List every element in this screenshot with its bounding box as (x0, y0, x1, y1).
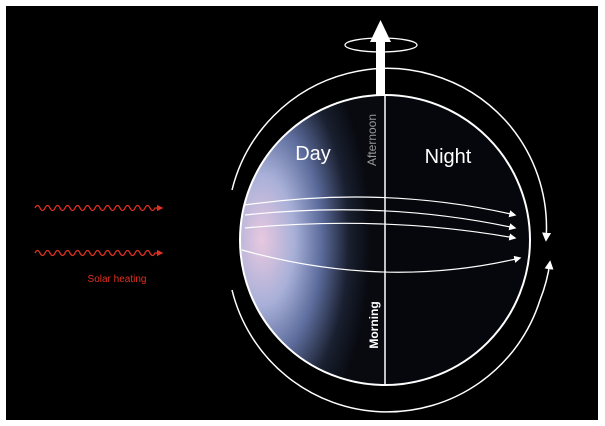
morning-label: Morning (367, 301, 381, 348)
afternoon-label: Afternoon (365, 114, 379, 166)
page: Day Night Afternoon Morning Solar heatin… (0, 0, 605, 426)
axis-arrow (376, 40, 385, 95)
solar-heating-label: Solar heating (88, 274, 147, 285)
night-label: Night (425, 146, 472, 168)
diagram: Day Night Afternoon Morning Solar heatin… (0, 0, 605, 426)
day-label: Day (295, 143, 331, 165)
